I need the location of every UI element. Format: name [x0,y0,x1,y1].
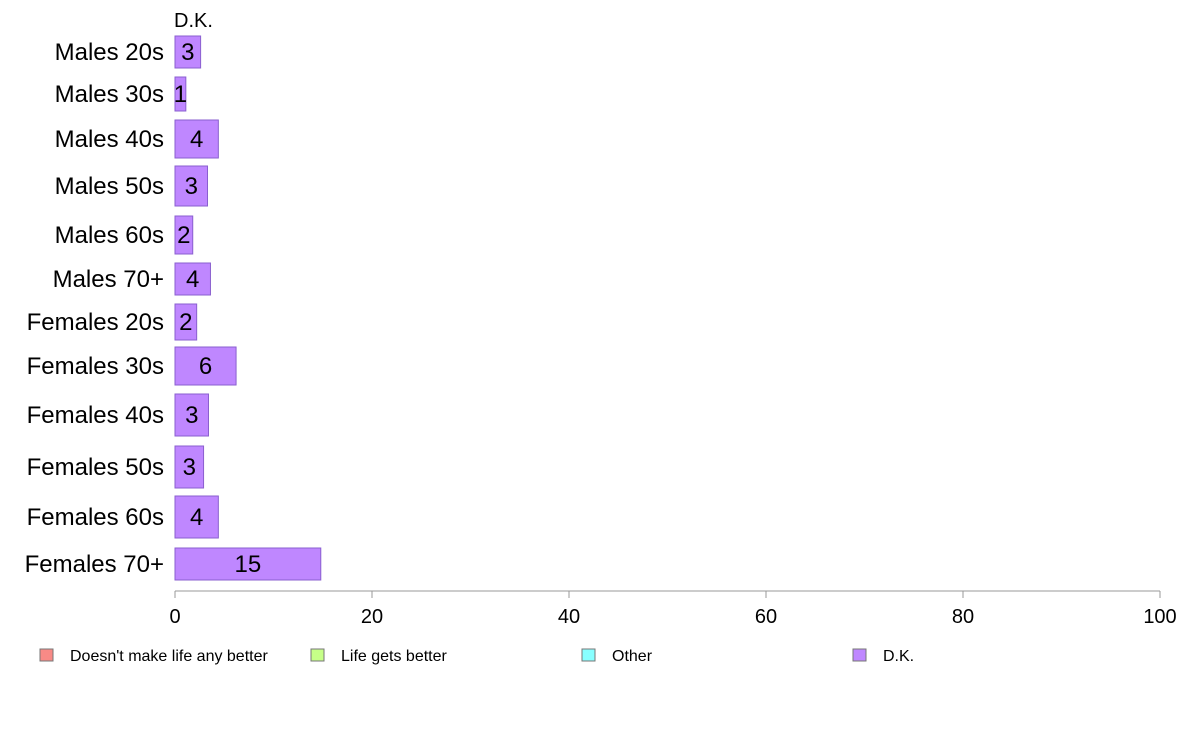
category-label: Females 50s [27,454,164,481]
bar [174,119,219,159]
legend-label: Doesn't make life any better [70,648,268,665]
category-label: Females 40s [27,402,164,429]
bar [174,35,202,69]
category-label: Females 20s [27,309,164,336]
bar [174,215,194,255]
bar-value-label: 6 [199,353,212,380]
category-label: Males 30s [55,81,164,108]
bar [174,393,209,437]
legend-label: D.K. [883,648,914,665]
bar [174,165,209,207]
bar-value-label: 3 [181,39,194,66]
category-label: Males 20s [55,39,164,66]
bar-value-label: 4 [190,504,203,531]
x-tick-label: 40 [558,606,580,628]
x-axis: 0 20 40 60 80 100 [169,590,1177,628]
x-tick-label: 100 [1143,606,1176,628]
legend-label: Other [612,648,653,665]
legend-swatch [581,648,596,662]
x-tick-label: 0 [169,606,180,628]
bar-value-label: 2 [177,222,190,249]
bar [174,547,322,581]
category-label: Females 70+ [25,551,164,578]
bar [174,262,211,296]
bar [174,445,205,489]
legend-swatch [39,648,54,662]
x-tick-label: 80 [952,606,974,628]
bar-value-label: 1 [174,81,187,108]
bar [174,76,187,112]
legend-swatch [852,648,867,662]
chart-title: D.K. [174,10,213,32]
bar-value-label: 3 [185,173,198,200]
category-label: Males 70+ [53,266,164,293]
bar-value-label: 4 [190,126,203,153]
category-label: Males 40s [55,126,164,153]
bar-value-label: 4 [186,266,199,293]
bars-group: Males 20s 3 Males 30s 1 Males 40s 4 Males 50s 3… [25,35,322,581]
bar-value-label: 3 [185,402,198,429]
bar [174,346,237,386]
category-label: Males 50s [55,173,164,200]
category-label: Females 60s [27,504,164,531]
bar [174,303,198,341]
bar [174,495,219,539]
legend-swatch [310,648,325,662]
category-label: Females 30s [27,353,164,380]
x-tick-label: 60 [755,606,777,628]
legend-label: Life gets better [341,648,448,665]
bar-value-label: 3 [183,454,196,481]
legend: Doesn't make life any better Life gets be… [39,648,914,665]
category-label: Males 60s [55,222,164,249]
bar-value-label: 2 [179,309,192,336]
x-tick-label: 20 [361,606,383,628]
bar-value-label: 15 [235,551,262,578]
